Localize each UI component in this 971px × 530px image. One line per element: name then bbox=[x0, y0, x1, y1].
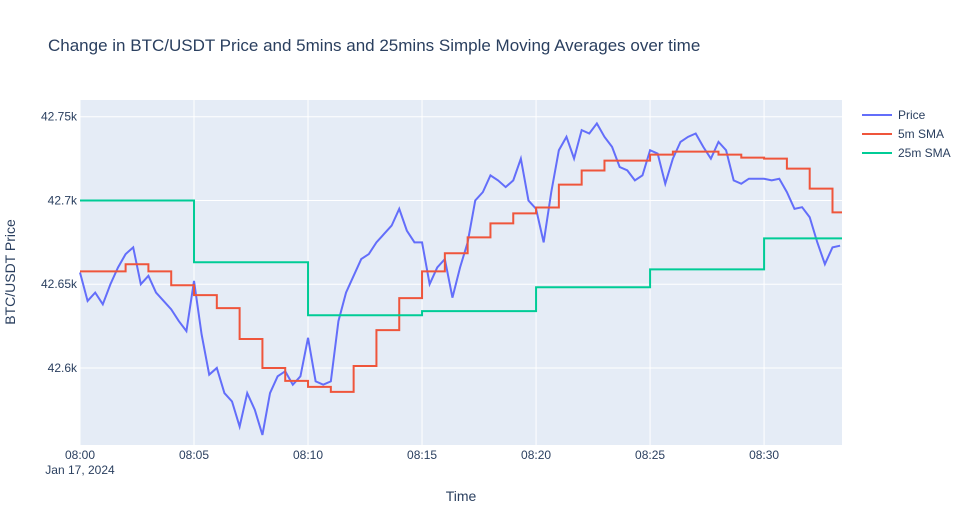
x-tick-label: 08:15 bbox=[407, 448, 437, 462]
x-axis-title: Time bbox=[446, 488, 477, 504]
x-tick-label: 08:10 bbox=[293, 448, 323, 462]
y-tick-label: 42.7k bbox=[48, 193, 78, 207]
x-date-label: Jan 17, 2024 bbox=[45, 463, 115, 477]
series-line bbox=[80, 199, 842, 317]
legend-label: 5m SMA bbox=[898, 127, 944, 141]
x-tick-label: 08:00 bbox=[65, 448, 95, 462]
y-tick-label: 42.6k bbox=[48, 361, 78, 375]
y-tick-label: 42.65k bbox=[41, 277, 78, 291]
x-tick-label: 08:30 bbox=[749, 448, 779, 462]
series-line bbox=[80, 150, 842, 393]
x-tick-label: 08:05 bbox=[179, 448, 209, 462]
series-line bbox=[79, 121, 841, 436]
plot-area bbox=[80, 100, 842, 445]
y-axis-title: BTC/USDT Price bbox=[2, 219, 18, 325]
y-tick-label: 42.75k bbox=[41, 110, 78, 124]
legend-label: 25m SMA bbox=[898, 146, 951, 160]
chart-title: Change in BTC/USDT Price and 5mins and 2… bbox=[48, 36, 700, 55]
legend-label: Price bbox=[898, 108, 926, 122]
x-tick-label: 08:20 bbox=[521, 448, 551, 462]
x-tick-label: 08:25 bbox=[635, 448, 665, 462]
